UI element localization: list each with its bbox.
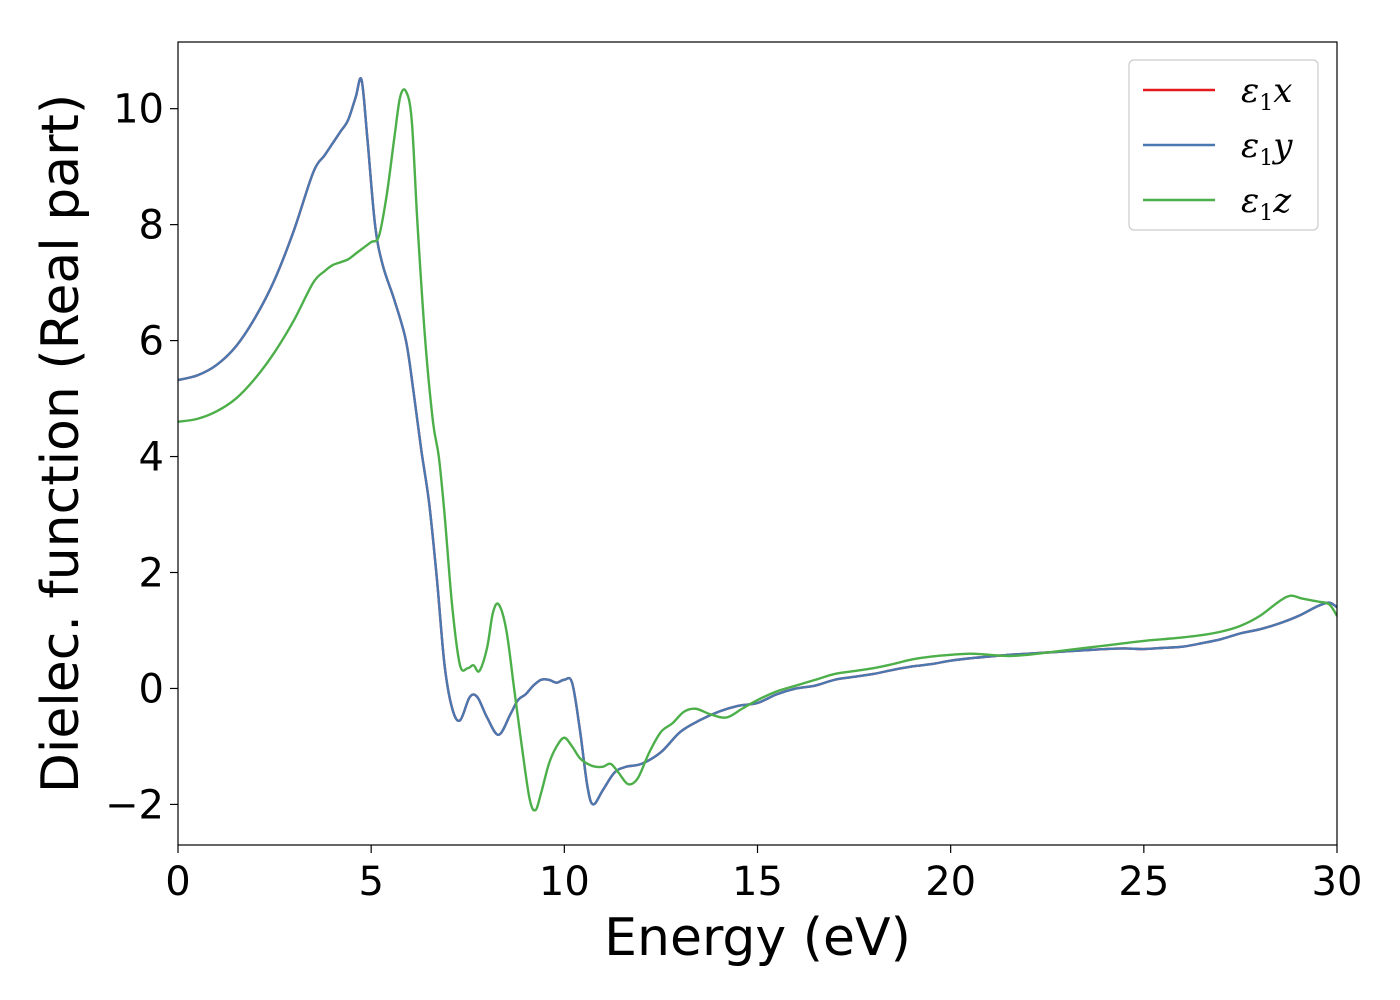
- x-tick-label: 10: [539, 859, 590, 905]
- legend-label-suffix: y: [1271, 126, 1293, 166]
- y-tick-label: −2: [105, 782, 164, 828]
- y-axis-title: Dielec. function (Real part): [31, 94, 91, 793]
- legend-label-base: ε: [1241, 126, 1259, 166]
- x-axis: 0 5 10 15 20 25 30: [165, 845, 1362, 905]
- y-axis: −2 0 2 4 6 8 10: [105, 87, 178, 828]
- x-tick-label: 30: [1312, 859, 1363, 905]
- y-tick-label: 6: [139, 319, 164, 365]
- legend-label-y: ε1y: [1241, 126, 1293, 171]
- y-tick-label: 10: [113, 87, 164, 133]
- y-tick-label: 2: [139, 551, 164, 597]
- legend-label-base: ε: [1241, 181, 1259, 221]
- legend-label-x: ε1x: [1241, 71, 1292, 116]
- series-line-y: [178, 77, 1337, 806]
- legend-label-suffix: x: [1273, 71, 1292, 111]
- legend-label-sub: 1: [1259, 201, 1273, 226]
- legend-label-suffix: z: [1272, 181, 1292, 221]
- series-line-z: [178, 88, 1337, 812]
- x-tick-label: 20: [925, 859, 976, 905]
- x-axis-title: Energy (eV): [604, 908, 911, 968]
- x-tick-label: 25: [1118, 859, 1169, 905]
- x-tick-label: 15: [732, 859, 783, 905]
- legend-label-base: ε: [1241, 71, 1259, 111]
- legend-label-sub: 1: [1259, 91, 1273, 116]
- x-tick-label: 5: [358, 859, 383, 905]
- legend-label-z: ε1z: [1241, 181, 1292, 226]
- y-tick-label: 0: [139, 666, 164, 712]
- legend-box: [1128, 59, 1319, 231]
- y-tick-label: 8: [139, 203, 164, 249]
- plot-lines: [178, 77, 1337, 812]
- x-tick-label: 0: [165, 859, 190, 905]
- y-tick-label: 4: [139, 435, 164, 481]
- legend-label-sub: 1: [1259, 146, 1273, 171]
